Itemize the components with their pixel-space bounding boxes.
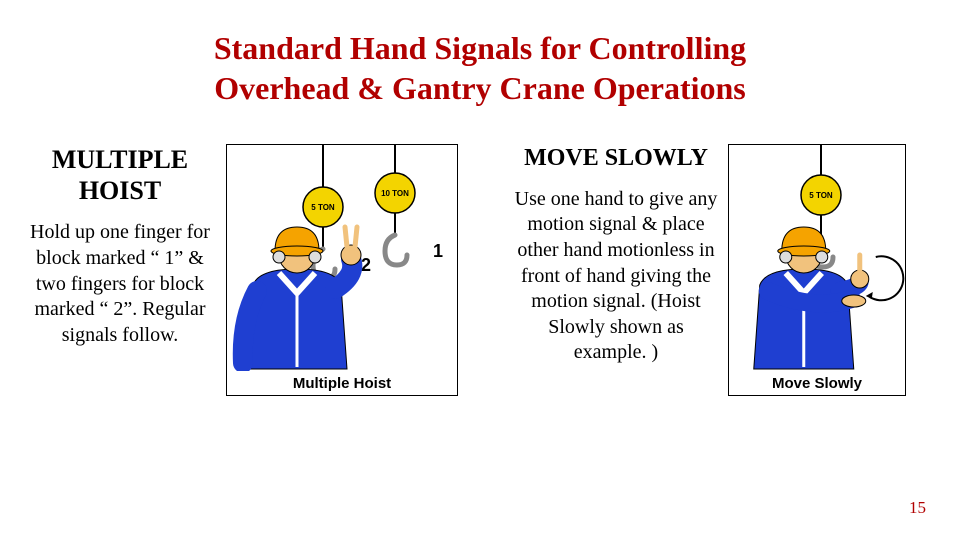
signal-0-figure: 5 TON 2 10 TON 1 Multiple Hoist bbox=[226, 144, 458, 396]
multiple-hoist-illustration: 5 TON 2 10 TON 1 bbox=[227, 145, 459, 371]
page-number: 15 bbox=[909, 498, 926, 518]
signal-0-caption: Multiple Hoist bbox=[227, 371, 457, 398]
signal-1-heading: MOVE SLOWLY bbox=[510, 144, 722, 173]
svg-text:2: 2 bbox=[361, 255, 371, 275]
signal-1-body: Use one hand to give any motion signal &… bbox=[510, 187, 722, 366]
svg-text:5 TON: 5 TON bbox=[311, 203, 335, 212]
content-row: MULTIPLE HOIST Hold up one finger for bl… bbox=[0, 108, 960, 396]
signal-0-heading: MULTIPLE HOIST bbox=[20, 144, 220, 206]
signal-0-text: MULTIPLE HOIST Hold up one finger for bl… bbox=[20, 144, 220, 348]
signal-1-text: MOVE SLOWLY Use one hand to give any mot… bbox=[510, 144, 722, 366]
signal-0-body: Hold up one finger for block marked “ 1”… bbox=[20, 220, 220, 348]
signal-1-figure: 5 TON Move Slowly bbox=[728, 144, 906, 396]
move-slowly-illustration: 5 TON bbox=[729, 145, 907, 371]
signal-1-caption: Move Slowly bbox=[729, 371, 905, 398]
title-line-1: Standard Hand Signals for Controlling bbox=[0, 28, 960, 68]
svg-text:1: 1 bbox=[433, 241, 443, 261]
title-line-2: Overhead & Gantry Crane Operations bbox=[0, 68, 960, 108]
svg-text:5 TON: 5 TON bbox=[809, 191, 833, 200]
svg-text:10 TON: 10 TON bbox=[381, 189, 409, 198]
page-title: Standard Hand Signals for Controlling Ov… bbox=[0, 0, 960, 108]
